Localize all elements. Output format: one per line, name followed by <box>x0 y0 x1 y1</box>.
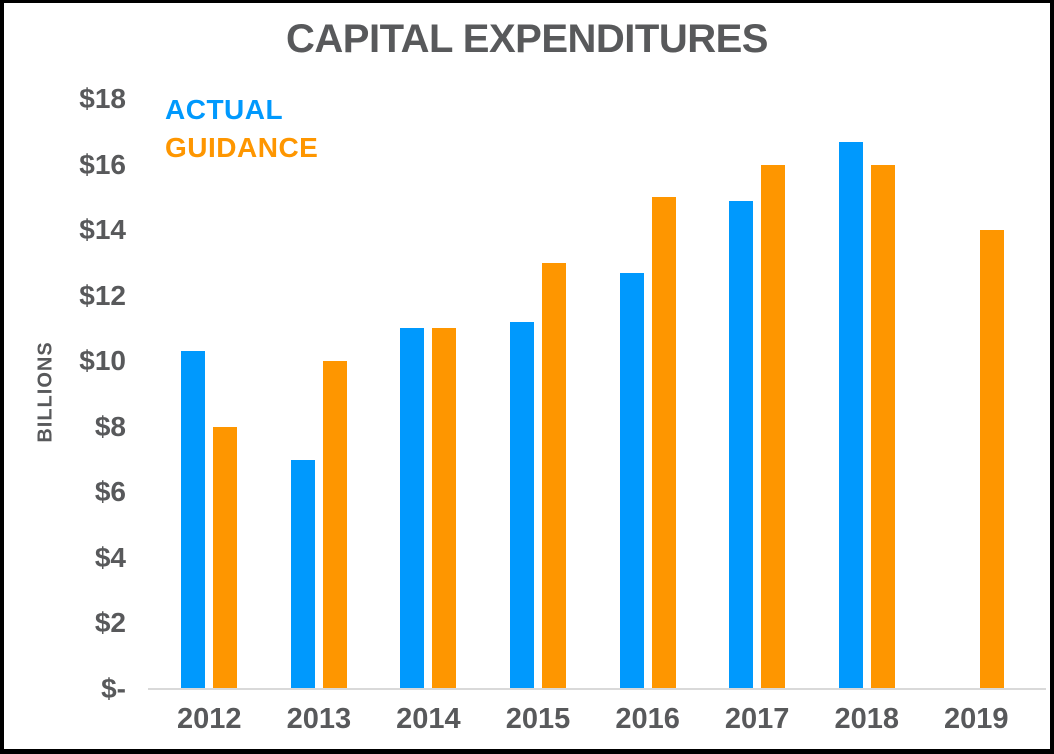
y-tick-label-0: $- <box>101 673 126 704</box>
bar-guidance-2014 <box>432 328 457 689</box>
bar-guidance-2015 <box>542 262 566 689</box>
x-tick-label-2015: 2015 <box>505 703 571 735</box>
legend-item-guidance: GUIDANCE <box>165 132 319 163</box>
legend-item-actual: ACTUAL <box>165 94 284 125</box>
x-axis-line <box>148 688 1046 690</box>
bar-guidance-2016 <box>651 197 676 689</box>
bar-guidance-2019 <box>980 230 1005 689</box>
x-tick-label-2018: 2018 <box>834 703 899 735</box>
x-tick-label-2014: 2014 <box>396 703 461 735</box>
bar-actual-2014 <box>400 328 425 689</box>
bar-actual-2015 <box>510 321 534 689</box>
y-tick-label-18: $18 <box>79 83 126 114</box>
x-tick-label-2016: 2016 <box>615 703 680 735</box>
chart-legend: ACTUAL GUIDANCE <box>165 96 318 172</box>
bar-guidance-2013 <box>322 361 347 689</box>
bar-actual-2013 <box>290 459 315 689</box>
bar-guidance-2017 <box>761 164 786 689</box>
x-tick-label-2013: 2013 <box>286 703 352 735</box>
x-tick-label-2017: 2017 <box>724 703 790 735</box>
bar-actual-2016 <box>619 272 644 689</box>
y-tick-label-10: $10 <box>79 345 126 377</box>
chart-title: CAPITAL EXPENDITURES <box>286 17 768 61</box>
bar-guidance-2012 <box>213 426 238 689</box>
bar-actual-2017 <box>729 200 754 689</box>
y-tick-label-8: $8 <box>94 410 126 442</box>
bar-actual-2012 <box>181 351 206 689</box>
y-tick-label-12: $12 <box>79 279 126 311</box>
y-tick-label-14: $14 <box>79 214 126 246</box>
y-tick-label-2: $2 <box>94 607 126 639</box>
y-tick-label-16: $16 <box>79 148 126 180</box>
bar-actual-2018 <box>838 141 863 689</box>
y-tick-label-4: $4 <box>94 541 126 573</box>
x-tick-label-2012: 2012 <box>177 703 242 735</box>
bar-guidance-2018 <box>870 164 895 689</box>
x-tick-label-2019: 2019 <box>944 703 1009 735</box>
y-tick-label-6: $6 <box>94 476 126 508</box>
